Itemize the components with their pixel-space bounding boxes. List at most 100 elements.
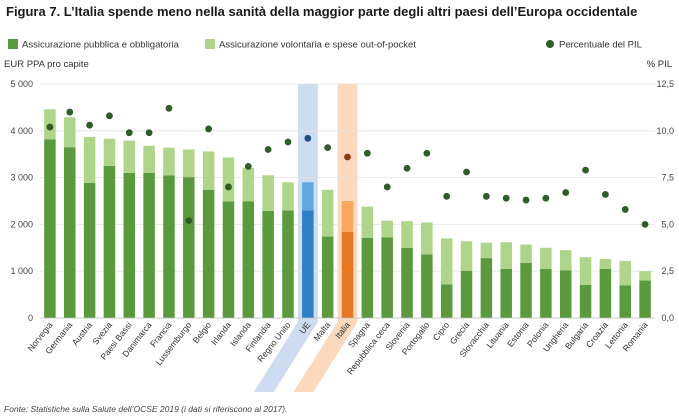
bar-voluntary-spagna (361, 206, 374, 238)
dot-gdp-danimarca (145, 129, 153, 137)
bar-voluntary-estonia (520, 244, 532, 263)
dot-gdp-islanda (244, 162, 252, 170)
bar-public-regno-unito (282, 210, 294, 318)
dot-gdp-repubblica-ceca (383, 183, 391, 191)
bars (44, 109, 651, 318)
bar-voluntary-belgio (202, 151, 215, 190)
y-axis-right-ticks: 0,0 2,5 5,0 7,5 10,0 12,5 (656, 79, 674, 323)
y-tick-right: 10,0 (656, 126, 674, 136)
y-tick-right: 12,5 (656, 79, 674, 89)
bar-voluntary-romania (639, 271, 651, 281)
y-tick-left: 5 000 (10, 79, 33, 89)
dot-gdp-paesi-bassi (125, 129, 133, 137)
legend-label-public: Assicurazione pubblica e obbligatoria (22, 40, 180, 51)
dot-gdp-spagna (363, 149, 371, 157)
dot-gdp-italia (344, 153, 351, 161)
dot-gdp-polonia (542, 194, 550, 202)
bar-public-italia (341, 231, 354, 318)
bar-public-svezia (103, 165, 116, 318)
bar-voluntary-repubblica-ceca (381, 220, 393, 238)
bar-voluntary-malta (321, 189, 334, 237)
y-tick-right: 0,0 (661, 313, 674, 323)
bar-public-portogallo (421, 254, 433, 318)
gdp-dots (46, 104, 649, 228)
bar-public-francia (163, 175, 175, 318)
bar-voluntary-irlanda (222, 157, 235, 202)
source-note: Fonte: Statistiche sulla Salute dell’OCS… (4, 404, 287, 414)
bar-voluntary-lettonia (619, 260, 631, 286)
legend-swatch-voluntary (205, 39, 215, 49)
bar-voluntary-cipro (440, 238, 453, 285)
y-tick-left: 4 000 (10, 126, 33, 136)
dot-gdp-estonia (522, 196, 530, 204)
bar-voluntary-lussemburgo (183, 149, 195, 178)
bar-voluntary-slovenia (401, 221, 413, 248)
bar-voluntary-paesi-bassi (123, 140, 136, 173)
y-tick-left: 2 000 (10, 219, 33, 229)
y-tick-right: 2,5 (661, 266, 674, 276)
bar-public-romania (639, 280, 651, 318)
dot-gdp-lettonia (621, 206, 629, 213)
x-label-austria: Austria (70, 320, 94, 347)
dot-gdp-lussemburgo (185, 217, 193, 225)
bar-public-spagna (361, 237, 374, 318)
legend-swatch-public (8, 39, 18, 49)
y-axis-left-ticks: 0 1 000 2 000 3 000 4 000 5 000 (10, 79, 33, 323)
bar-public-slovenia (401, 247, 413, 318)
bar-voluntary-croazia (599, 259, 612, 269)
dot-gdp-irlanda (225, 183, 232, 191)
bar-public-danimarca (143, 172, 155, 318)
dot-gdp-croazia (602, 191, 609, 198)
bar-public-lettonia (619, 285, 631, 318)
bar-public-islanda (242, 201, 255, 318)
bar-voluntary-austria (83, 136, 96, 183)
legend-label-gdp: Percentuale del PIL (559, 40, 642, 51)
highlight-band-italia (293, 84, 358, 392)
bar-voluntary-danimarca (143, 145, 155, 173)
y-tick-left: 3 000 (10, 173, 33, 183)
dot-gdp-slovacchia (482, 192, 490, 200)
dot-gdp-ungheria (562, 189, 570, 196)
y-tick-left: 1 000 (10, 266, 33, 276)
legend-label-voluntary: Assicurazione volontaria e spese out-of-… (219, 40, 416, 51)
dot-gdp-ue (304, 134, 312, 142)
bar-public-irlanda (222, 201, 235, 318)
bar-voluntary-slovacchia (480, 242, 493, 259)
bar-voluntary-portogallo (421, 222, 433, 255)
bar-public-grecia (460, 270, 473, 318)
bar-voluntary-islanda (242, 167, 255, 202)
dot-gdp-grecia (463, 168, 470, 176)
bar-voluntary-bulgaria (579, 257, 592, 285)
legend: Assicurazione pubblica e obbligatoria As… (8, 39, 642, 51)
bar-voluntary-grecia (460, 241, 473, 271)
bar-public-estonia (520, 262, 532, 318)
dot-gdp-finlandia (264, 146, 272, 153)
bar-voluntary-ungheria (559, 250, 572, 271)
dot-gdp-cipro (443, 192, 451, 200)
chart-title: Figura 7. L’Italia spende meno nella san… (6, 4, 637, 19)
bar-voluntary-lituania (500, 242, 512, 269)
dot-gdp-germania (66, 108, 74, 116)
bar-public-slovacchia (480, 258, 493, 318)
bar-public-lussemburgo (183, 177, 195, 318)
dot-gdp-regno-unito (284, 138, 292, 146)
bar-public-croazia (599, 268, 612, 318)
bar-voluntary-germania (64, 117, 76, 148)
legend-marker-gdp (546, 40, 554, 48)
bar-public-bulgaria (579, 284, 592, 318)
highlight-bands (253, 84, 358, 392)
dot-gdp-norvegia (46, 123, 54, 131)
bar-public-austria (83, 182, 96, 318)
bar-voluntary-ue (302, 182, 314, 211)
bar-public-polonia (540, 268, 552, 318)
bar-public-norvegia (44, 139, 56, 318)
bar-public-belgio (202, 189, 215, 318)
bar-public-repubblica-ceca (381, 237, 393, 318)
highlight-band-ue (253, 84, 318, 392)
bar-voluntary-polonia (540, 247, 552, 269)
y-tick-left: 0 (28, 313, 33, 323)
bar-public-ungheria (559, 270, 572, 318)
y-axis-right-label: % PIL (647, 59, 672, 70)
bar-voluntary-francia (163, 147, 175, 176)
